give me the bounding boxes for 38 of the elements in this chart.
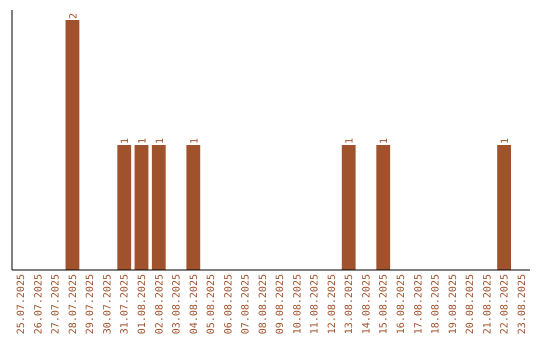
x-tick-label: 13.08.2025 — [344, 274, 356, 334]
x-tick-label: 27.07.2025 — [50, 274, 62, 334]
x-tick-label: 21.08.2025 — [482, 274, 494, 334]
x-tick-label: 08.08.2025 — [258, 274, 269, 334]
data-label: 1 — [379, 138, 390, 144]
x-tick-label: 06.08.2025 — [223, 274, 234, 334]
data-label: 1 — [120, 138, 132, 144]
x-tick-label: 03.08.2025 — [172, 274, 183, 334]
x-tick-label: 15.08.2025 — [378, 274, 390, 334]
x-tick-label: 31.07.2025 — [120, 274, 131, 334]
x-tick-label: 12.08.2025 — [326, 274, 338, 334]
x-tick-label: 23.08.2025 — [516, 274, 528, 334]
x-tick-label: 22.08.2025 — [500, 274, 511, 334]
x-tick-label: 19.08.2025 — [448, 274, 459, 334]
x-tick-label: 04.08.2025 — [188, 274, 200, 334]
x-tick-label: 02.08.2025 — [154, 274, 166, 334]
x-tick-label: 29.07.2025 — [85, 274, 96, 334]
data-label: 1 — [344, 138, 356, 144]
x-tick-label: 05.08.2025 — [206, 274, 218, 334]
x-tick-label: 10.08.2025 — [292, 274, 304, 334]
x-tick-label: 09.08.2025 — [275, 274, 286, 334]
data-label: 1 — [154, 138, 166, 144]
data-label: 2 — [68, 12, 80, 19]
x-tick-label: 01.08.2025 — [137, 274, 148, 334]
x-tick-label: 16.08.2025 — [396, 274, 407, 334]
x-tick-label: 30.07.2025 — [102, 274, 114, 334]
data-label: 1 — [138, 138, 148, 144]
x-tick-label: 11.08.2025 — [310, 274, 321, 334]
x-tick-label: 28.07.2025 — [68, 274, 79, 334]
data-label: 1 — [500, 138, 512, 144]
x-tick-label: 25.07.2025 — [16, 274, 28, 334]
data-label: 1 — [189, 138, 200, 144]
x-tick-label: 26.07.2025 — [33, 274, 44, 334]
x-tick-label: 18.08.2025 — [430, 274, 442, 334]
x-tick-label: 07.08.2025 — [240, 274, 252, 334]
x-tick-label: 17.08.2025 — [413, 274, 424, 334]
x-tick-label: 20.08.2025 — [465, 274, 476, 334]
x-tick-label: 14.08.2025 — [361, 274, 372, 334]
